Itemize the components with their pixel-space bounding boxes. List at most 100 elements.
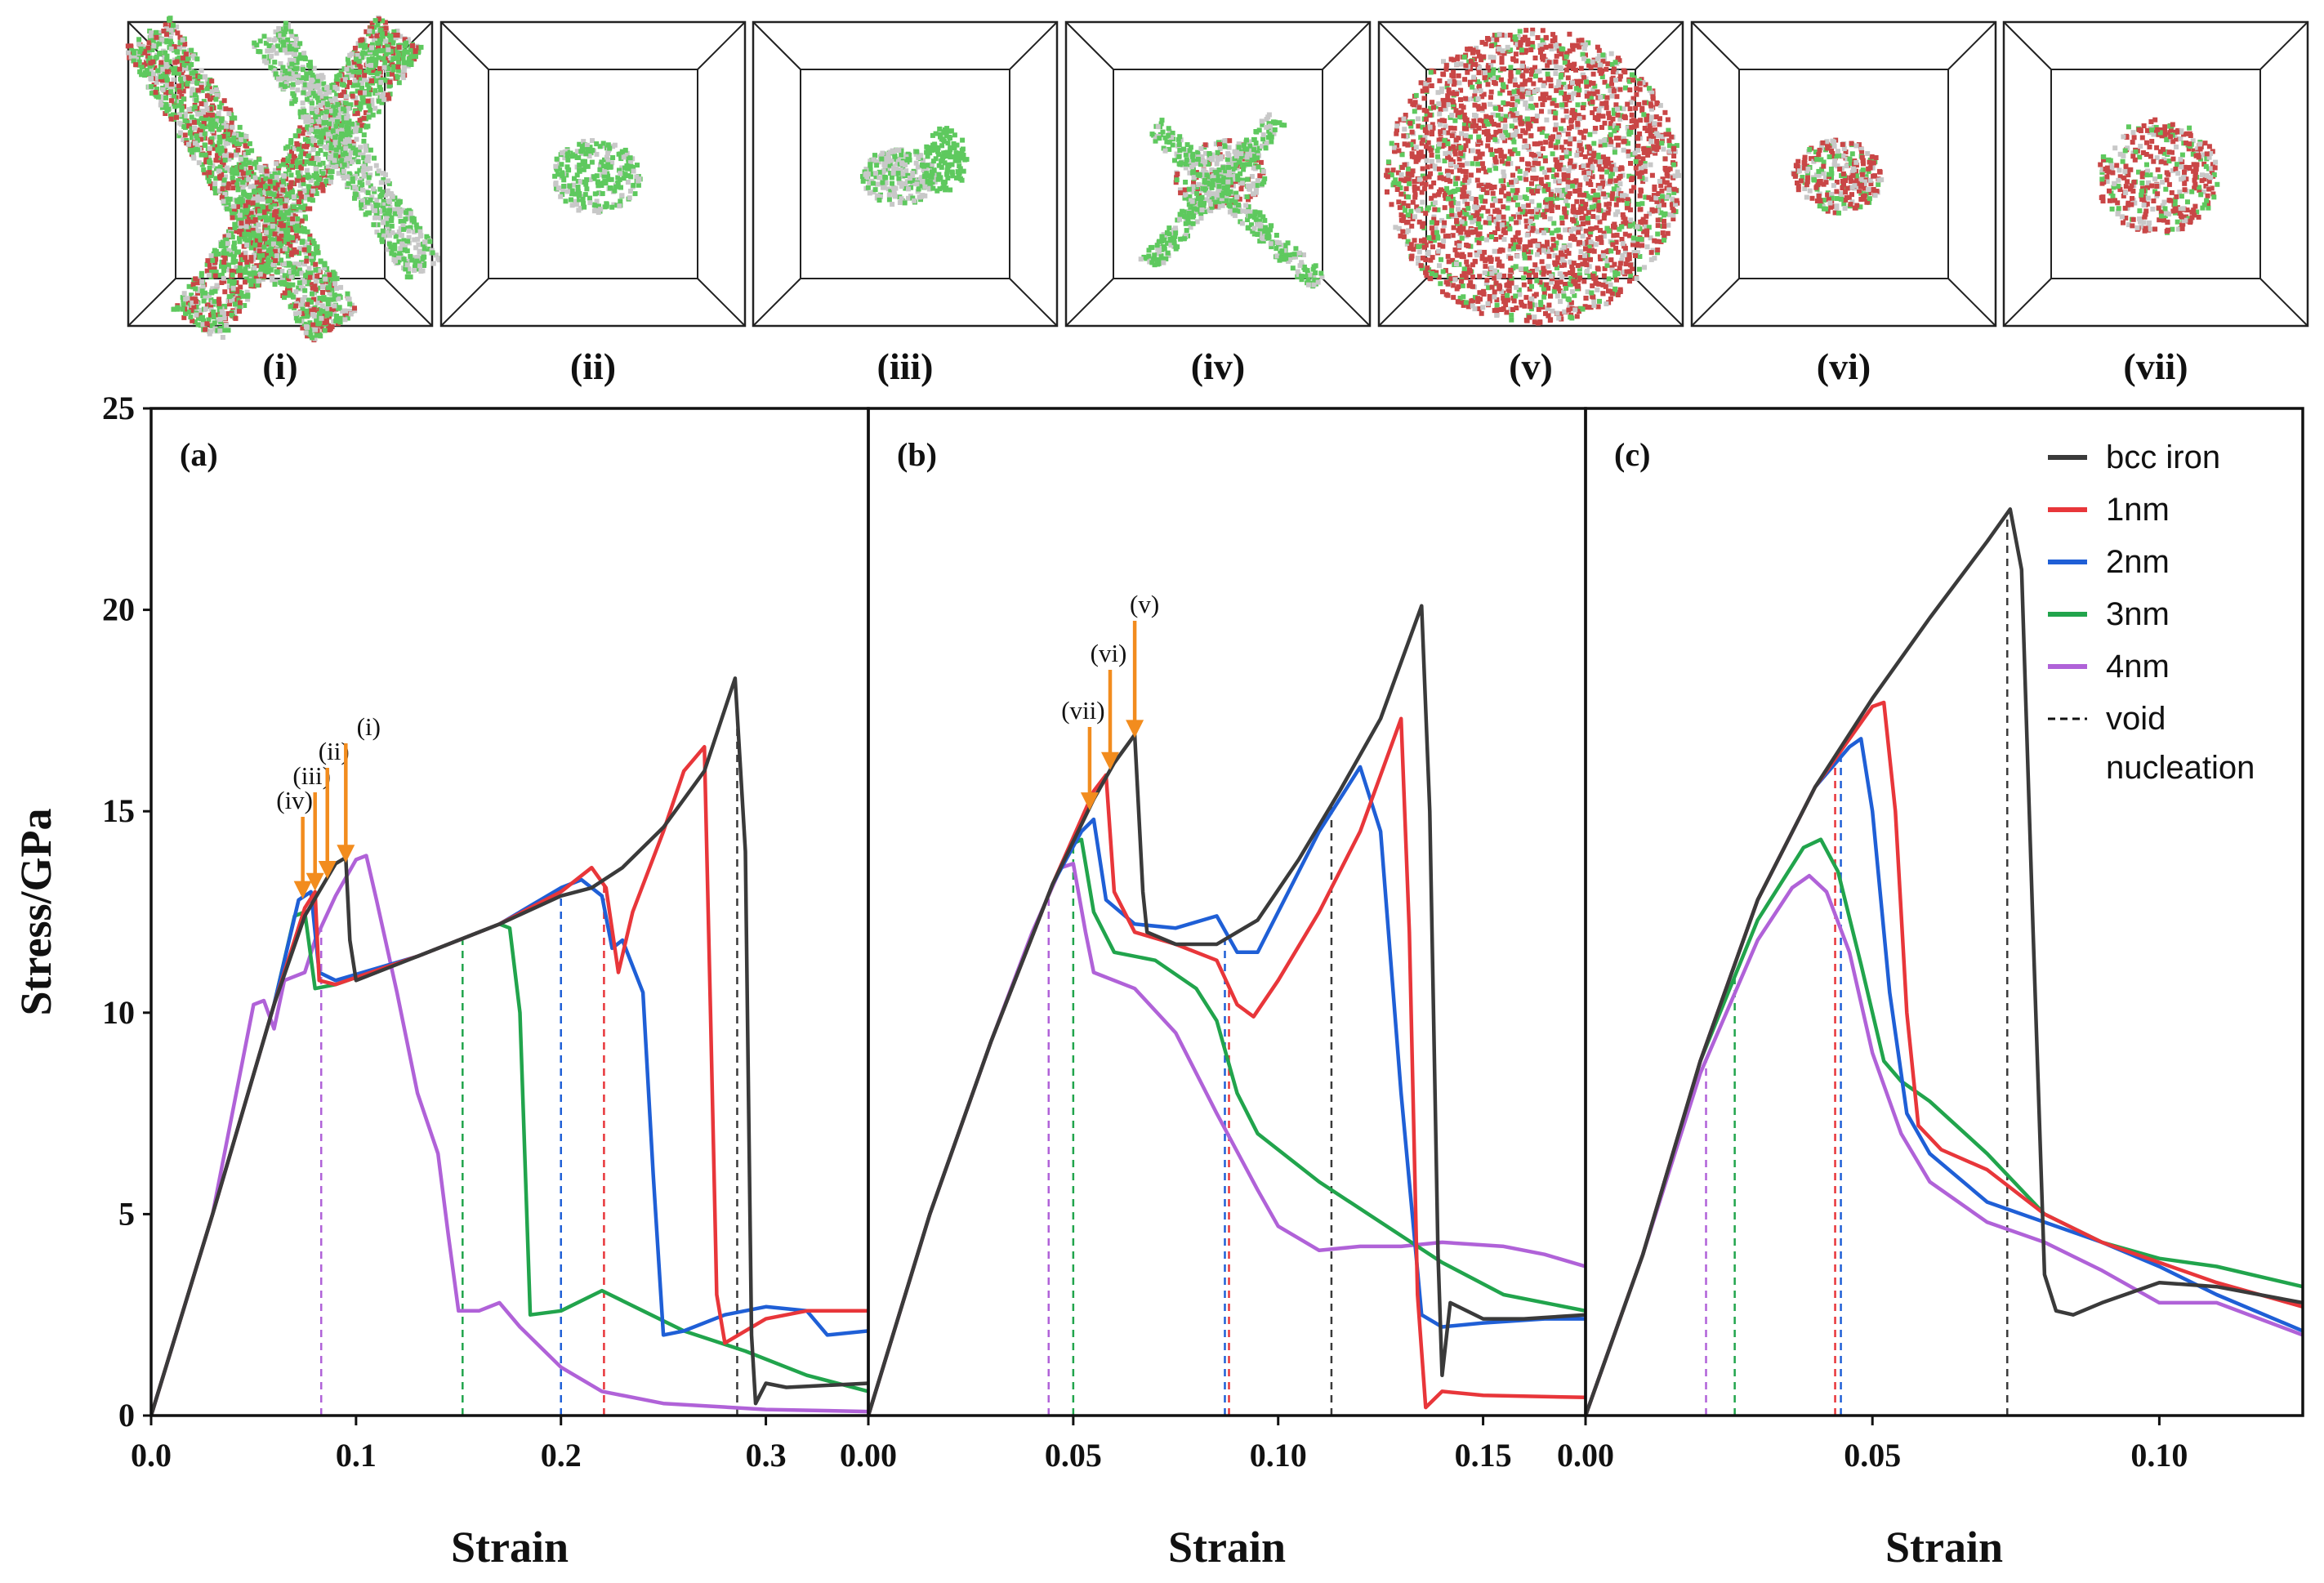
slip-band-dot <box>383 216 389 221</box>
slip-band-dot <box>306 331 312 337</box>
atom-cluster-dot <box>582 192 588 198</box>
slip-band-dot <box>249 242 255 247</box>
slip-band-dot <box>402 48 408 54</box>
atom-cluster-dot <box>865 185 871 190</box>
atom-cluster-dot <box>936 152 942 158</box>
slip-band-dot <box>304 308 310 314</box>
slip-band-dot <box>310 261 315 266</box>
slip-band-dot <box>369 42 375 47</box>
slip-band-dot <box>222 303 227 309</box>
slip-band-dot <box>157 51 163 56</box>
slip-band-dot <box>282 295 287 301</box>
slip-band-dot <box>1305 275 1311 281</box>
slip-band-dot <box>194 80 200 86</box>
slip-band-dot <box>1166 132 1171 138</box>
slip-band-dot <box>1194 161 1200 166</box>
slip-band-dot <box>290 158 296 164</box>
slip-band-dot <box>325 164 331 170</box>
slip-band-dot <box>371 37 377 42</box>
atom-cluster-dot <box>605 142 611 148</box>
slip-band-dot <box>323 318 329 323</box>
slip-band-dot <box>214 92 220 98</box>
slip-band-dot <box>206 317 212 323</box>
slip-band-dot <box>232 171 238 176</box>
atom-cluster-dot <box>916 186 921 192</box>
slip-band-dot <box>207 293 212 299</box>
slip-band-dot <box>301 85 307 91</box>
slip-band-dot <box>319 93 325 99</box>
inset-perspective-edge <box>440 278 489 327</box>
slip-band-dot <box>339 123 344 128</box>
slip-band-dot <box>207 150 212 156</box>
slip-band-dot <box>1186 202 1192 207</box>
slip-band-dot <box>1295 269 1300 274</box>
slip-band-dot <box>388 33 394 39</box>
slip-band-dot <box>213 256 219 262</box>
slip-band-dot <box>357 69 363 74</box>
slip-band-dot <box>190 91 194 96</box>
slip-band-dot <box>208 297 214 302</box>
slip-band-dot <box>203 327 208 332</box>
slip-band-dot <box>1191 163 1197 167</box>
slip-band-dot <box>233 293 239 299</box>
slip-band-dot <box>1169 135 1175 140</box>
slip-band-dot <box>195 322 201 328</box>
slip-band-dot <box>219 194 225 200</box>
atom-cluster-dot <box>1178 190 1184 196</box>
atom-cluster-dot <box>573 191 578 197</box>
slip-band-dot <box>283 75 289 81</box>
atom-cluster-dot <box>1203 197 1209 203</box>
slip-band-dot <box>329 141 334 147</box>
slip-band-dot <box>1276 240 1282 246</box>
slip-band-dot <box>340 78 346 83</box>
atom-cluster-dot <box>580 147 586 153</box>
atom-cluster-dot <box>593 205 599 211</box>
atom-cluster-dot <box>959 177 965 183</box>
slip-band-dot <box>1240 208 1246 214</box>
slip-band-dot <box>226 181 232 187</box>
atom-cluster-dot <box>628 158 634 164</box>
atom-cluster-dot <box>571 182 577 188</box>
slip-band-dot <box>363 212 368 217</box>
slip-band-dot <box>1164 139 1170 145</box>
slip-band-dot <box>194 56 200 62</box>
atom-cluster-dot <box>604 201 609 207</box>
slip-band-dot <box>388 191 393 197</box>
slip-band-dot <box>424 234 430 239</box>
slip-band-dot <box>334 92 340 98</box>
slip-band-dot <box>1307 272 1313 278</box>
slip-band-dot <box>380 36 386 42</box>
slip-band-dot <box>311 241 317 247</box>
slip-band-dot <box>320 171 326 176</box>
slip-band-dot <box>293 289 299 295</box>
atom-cluster-dot <box>1183 192 1189 198</box>
slip-band-dot <box>211 309 216 314</box>
slip-band-dot <box>261 171 267 176</box>
slip-band-dot <box>395 260 401 265</box>
slip-band-dot <box>199 87 205 93</box>
slip-band-dot <box>229 153 234 158</box>
slip-band-dot <box>333 163 339 169</box>
slip-band-dot <box>145 61 150 67</box>
slip-band-dot <box>269 53 274 59</box>
atom-cluster-dot <box>1245 176 1251 182</box>
slip-band-dot <box>317 162 323 167</box>
slip-band-dot <box>338 69 344 74</box>
slip-band-dot <box>176 120 182 126</box>
atom-cluster-dot <box>560 173 565 179</box>
slip-band-dot <box>288 138 294 143</box>
slip-band-dot <box>1293 254 1298 260</box>
slip-band-dot <box>389 218 395 223</box>
atom-cluster-dot <box>910 195 916 201</box>
slip-band-dot <box>367 29 372 34</box>
slip-band-dot <box>190 149 194 155</box>
slip-band-dot <box>304 258 310 264</box>
atom-cluster-dot <box>1223 194 1229 199</box>
slip-band-dot <box>293 249 299 255</box>
slip-band-dot <box>343 94 349 100</box>
inset-perspective-edge <box>127 278 176 327</box>
slip-band-dot <box>375 40 381 46</box>
slip-band-dot <box>405 216 411 221</box>
slip-band-dot <box>283 282 289 288</box>
slip-band-dot <box>192 105 198 110</box>
